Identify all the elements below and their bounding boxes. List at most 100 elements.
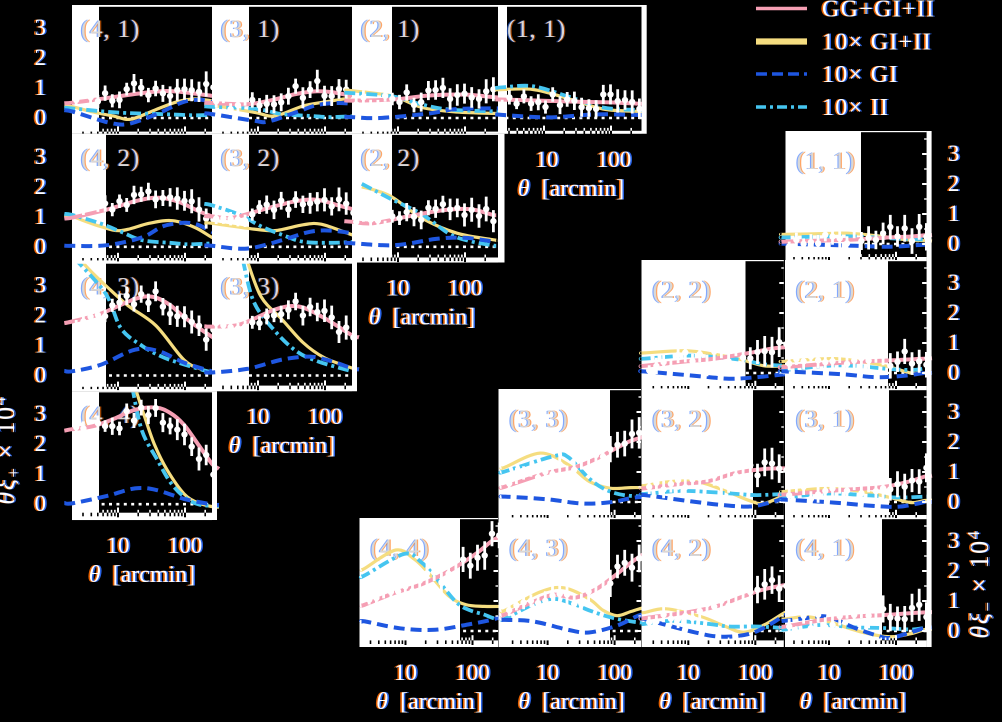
svg-text:θ [arcmin]: θ [arcmin] xyxy=(518,176,624,202)
svg-text:3: 3 xyxy=(33,144,45,169)
svg-text:(3, 2): (3, 2) xyxy=(220,145,279,172)
svg-text:3: 3 xyxy=(33,401,45,426)
svg-text:3: 3 xyxy=(36,273,48,298)
svg-text:2: 2 xyxy=(35,45,47,70)
svg-text:3: 3 xyxy=(946,399,958,424)
svg-text:2: 2 xyxy=(35,303,47,328)
svg-text:10× GI: 10× GI xyxy=(824,62,901,88)
svg-text:0: 0 xyxy=(950,360,962,385)
svg-text:100: 100 xyxy=(168,533,203,558)
svg-text:(3, 2): (3, 2) xyxy=(221,145,280,172)
svg-text:100: 100 xyxy=(879,660,914,685)
svg-text:θ [arcmin]: θ [arcmin] xyxy=(90,562,196,588)
svg-text:2: 2 xyxy=(36,303,48,328)
svg-text:3: 3 xyxy=(948,270,960,295)
svg-text:(3, 1): (3, 1) xyxy=(220,16,279,43)
svg-text:(2, 2): (2, 2) xyxy=(653,277,712,304)
svg-text:(3, 1): (3, 1) xyxy=(222,16,281,43)
svg-text:1: 1 xyxy=(946,588,958,613)
svg-text:(4, 3): (4, 3) xyxy=(510,535,569,562)
svg-text:1: 1 xyxy=(36,461,48,486)
svg-text:0: 0 xyxy=(948,231,960,256)
svg-text:(1, 1): (1, 1) xyxy=(797,148,856,175)
svg-text:θ [arcmin]: θ [arcmin] xyxy=(657,689,763,715)
svg-text:θξ− × 104: θξ− × 104 xyxy=(965,529,998,638)
svg-text:10: 10 xyxy=(388,276,411,301)
svg-text:(1, 1): (1, 1) xyxy=(506,16,565,43)
svg-text:2: 2 xyxy=(35,174,47,199)
svg-text:100: 100 xyxy=(169,533,204,558)
svg-text:(3, 2): (3, 2) xyxy=(654,406,713,433)
svg-text:(3, 3): (3, 3) xyxy=(511,406,570,433)
svg-text:(2, 2): (2, 2) xyxy=(361,145,420,172)
svg-text:1: 1 xyxy=(946,459,958,484)
svg-text:θ [arcmin]: θ [arcmin] xyxy=(798,689,904,715)
svg-text:0: 0 xyxy=(946,360,958,385)
svg-text:100: 100 xyxy=(306,404,341,429)
svg-text:2: 2 xyxy=(946,558,958,583)
svg-text:0: 0 xyxy=(35,105,47,130)
svg-text:(1, 1): (1, 1) xyxy=(798,148,857,175)
svg-text:(3, 3): (3, 3) xyxy=(222,274,281,301)
svg-text:10: 10 xyxy=(245,404,268,429)
svg-text:3: 3 xyxy=(946,270,958,295)
svg-text:0: 0 xyxy=(946,231,958,256)
svg-text:10: 10 xyxy=(536,147,559,172)
svg-text:2: 2 xyxy=(36,174,48,199)
svg-text:3: 3 xyxy=(948,141,960,166)
svg-text:100: 100 xyxy=(736,660,771,685)
svg-text:θ [arcmin]: θ [arcmin] xyxy=(369,305,475,331)
svg-text:10: 10 xyxy=(538,660,561,685)
svg-text:1: 1 xyxy=(950,201,962,226)
svg-text:10: 10 xyxy=(385,276,408,301)
svg-text:θ [arcmin]: θ [arcmin] xyxy=(227,433,333,459)
svg-text:(3, 1): (3, 1) xyxy=(221,16,280,43)
svg-text:2: 2 xyxy=(950,300,962,325)
svg-text:3: 3 xyxy=(950,141,962,166)
svg-text:10× II: 10× II xyxy=(822,95,889,121)
svg-text:3: 3 xyxy=(946,528,958,553)
svg-text:100: 100 xyxy=(308,404,343,429)
svg-text:(3, 2): (3, 2) xyxy=(651,406,710,433)
svg-text:3: 3 xyxy=(35,15,47,40)
svg-text:θξ− × 104: θξ− × 104 xyxy=(963,529,996,638)
svg-text:θ [arcmin]: θ [arcmin] xyxy=(800,689,906,715)
svg-text:(3, 1): (3, 1) xyxy=(797,406,856,433)
svg-text:10: 10 xyxy=(675,660,698,685)
svg-text:100: 100 xyxy=(880,660,915,685)
svg-text:2: 2 xyxy=(946,171,958,196)
svg-text:(2, 2): (2, 2) xyxy=(360,145,419,172)
svg-text:10× II: 10× II xyxy=(820,95,887,121)
svg-text:(2, 2): (2, 2) xyxy=(651,277,710,304)
svg-text:10: 10 xyxy=(107,533,130,558)
svg-text:1: 1 xyxy=(33,204,45,229)
svg-text:0: 0 xyxy=(36,105,48,130)
svg-text:0: 0 xyxy=(946,618,958,643)
svg-text:100: 100 xyxy=(595,147,630,172)
svg-text:3: 3 xyxy=(33,273,45,298)
svg-text:2: 2 xyxy=(946,429,958,454)
svg-text:(1, 1): (1, 1) xyxy=(795,148,854,175)
svg-text:10× GI: 10× GI xyxy=(820,62,897,88)
svg-text:(2, 1): (2, 1) xyxy=(796,277,855,304)
svg-text:(4, 1): (4, 1) xyxy=(80,16,139,43)
svg-text:100: 100 xyxy=(597,147,632,172)
svg-text:(4, 4): (4, 4) xyxy=(80,402,139,429)
svg-text:10: 10 xyxy=(535,660,558,685)
svg-text:0: 0 xyxy=(35,363,47,388)
svg-text:(2, 1): (2, 1) xyxy=(360,16,419,43)
svg-text:θξ+ × 104: θξ+ × 104 xyxy=(0,395,22,504)
svg-text:3: 3 xyxy=(36,401,48,426)
svg-text:100: 100 xyxy=(599,660,634,685)
svg-text:1: 1 xyxy=(33,461,45,486)
svg-text:(4, 3): (4, 3) xyxy=(81,274,140,301)
svg-text:2: 2 xyxy=(950,558,962,583)
svg-text:3: 3 xyxy=(36,144,48,169)
svg-text:0: 0 xyxy=(36,234,48,259)
svg-text:0: 0 xyxy=(35,491,47,516)
svg-text:1: 1 xyxy=(36,333,48,358)
svg-text:1: 1 xyxy=(948,330,960,355)
svg-text:(2, 1): (2, 1) xyxy=(797,277,856,304)
svg-text:100: 100 xyxy=(166,533,201,558)
svg-text:1: 1 xyxy=(35,204,47,229)
